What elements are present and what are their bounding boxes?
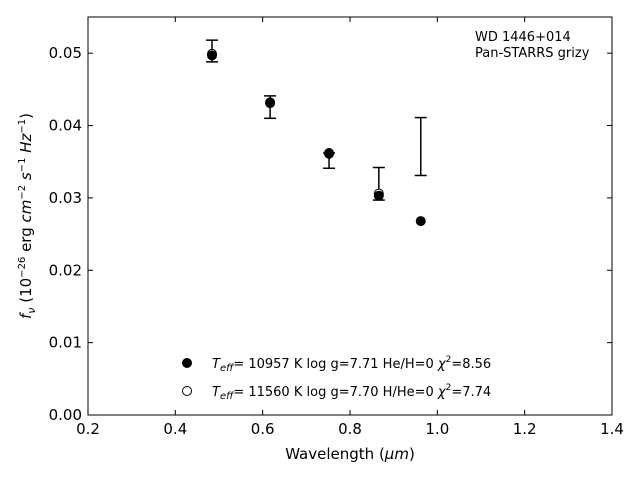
data-points [207,48,426,227]
annotation-survey: Pan-STARRS grizy [475,46,590,61]
legend: Teff= 10957 K log g=7.71 He/H=0 χ2=8.56 … [182,355,491,402]
x-tick-label-3: 0.8 [338,420,362,438]
y-tick-label-2: 0.02 [49,261,82,279]
x-tick-label-6: 1.4 [600,420,624,438]
y-tick-label-3: 0.03 [49,189,82,207]
y-axis-label: fν (10−26 erg cm−2 s−1 Hz−1) [17,113,38,319]
y-tick-label-1: 0.01 [49,334,82,352]
x-tick-label-1: 0.4 [163,420,187,438]
y-tick-label-5: 0.05 [49,44,82,62]
y-tick-label-4: 0.04 [49,117,82,135]
point-filled-4 [415,216,426,227]
error-bar-4 [414,116,427,177]
error-bars [206,39,427,201]
x-tick-label-2: 0.6 [251,420,275,438]
point-filled-0 [207,50,218,61]
legend-entry-open: Teff= 11560 K log g=7.70 H/He=0 χ2=7.74 [212,383,491,402]
legend-marker-open [182,386,192,396]
point-filled-1 [265,98,276,109]
x-axis-label: Wavelength (μm) [285,445,415,463]
annotation-object: WD 1446+014 [475,30,571,45]
x-tick-label-0: 0.2 [76,420,100,438]
x-tick-label-5: 1.2 [513,420,537,438]
point-filled-2 [324,148,335,159]
axis-ticks: 0.2 0.4 0.6 0.8 1.0 1.2 1.4 0.00 0.01 0.02 0.03 0.0… [49,17,624,438]
plot-frame [87,16,613,416]
y-tick-label-0: 0.00 [49,406,82,424]
x-tick-label-4: 1.0 [425,420,449,438]
legend-marker-filled [182,358,192,368]
legend-entry-filled: Teff= 10957 K log g=7.71 He/H=0 χ2=8.56 [212,355,491,374]
point-filled-3 [373,190,384,201]
